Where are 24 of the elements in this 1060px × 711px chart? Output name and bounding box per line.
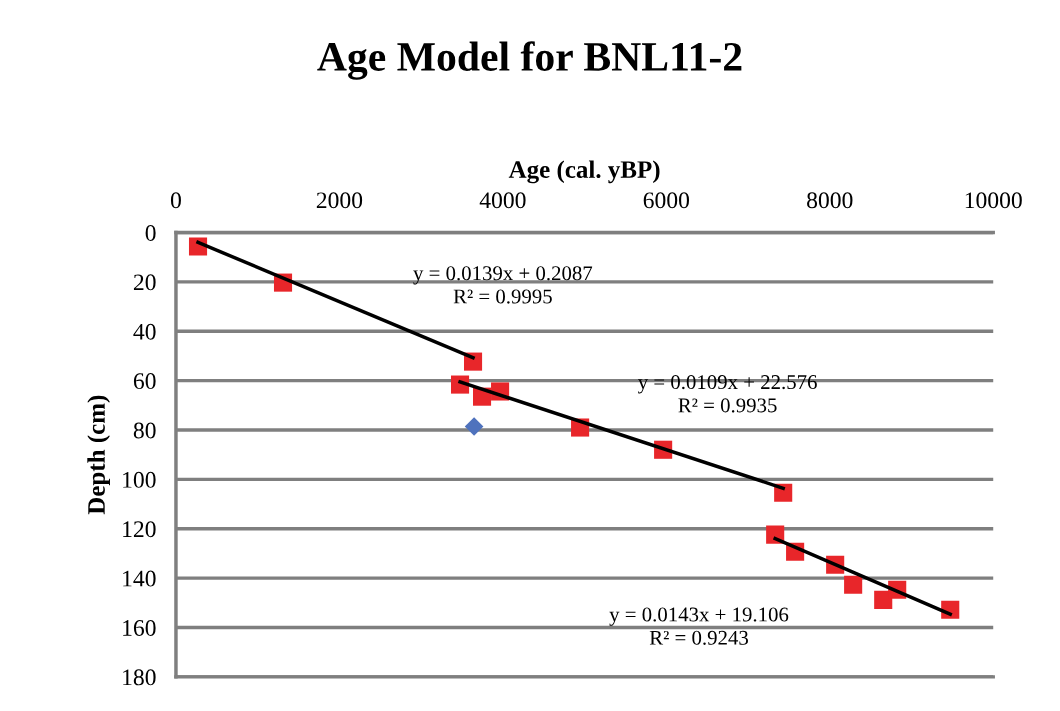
x-tick-label: 0 <box>170 192 181 209</box>
y-tick-label: 160 <box>123 619 156 636</box>
x-tick-label: 10000 <box>965 192 1022 209</box>
chart-title: Age Model for BNL11-2 <box>317 41 742 80</box>
y-tick-label: 20 <box>133 274 156 291</box>
y-tick-label: 60 <box>133 373 156 390</box>
x-axis-title: Age (cal. yBP) <box>508 160 660 184</box>
y-tick-label: 0 <box>145 224 156 241</box>
y-tick-label: 100 <box>123 471 156 488</box>
y-tick-label: 180 <box>123 669 156 686</box>
x-tick-label: 8000 <box>807 192 853 209</box>
point <box>844 575 863 594</box>
x-tick-label: 4000 <box>479 192 526 209</box>
annotation: y = 0.0139x + 0.2087 R² = 0.9995 <box>413 266 593 304</box>
y-tick-label: 80 <box>133 422 156 439</box>
y-tick-label: 120 <box>123 521 156 538</box>
y-tick-label: 140 <box>123 570 156 587</box>
annotation: y = 0.0143x + 19.106 R² = 0.9243 <box>609 607 789 645</box>
point <box>464 417 484 436</box>
y-tick-label: 40 <box>133 323 156 340</box>
x-tick-label: 6000 <box>643 192 690 209</box>
y-axis-title: Depth (cm) <box>87 395 110 515</box>
x-tick-label: 2000 <box>316 192 363 209</box>
annotation: y = 0.0109x + 22.576 R² = 0.9935 <box>637 375 817 413</box>
